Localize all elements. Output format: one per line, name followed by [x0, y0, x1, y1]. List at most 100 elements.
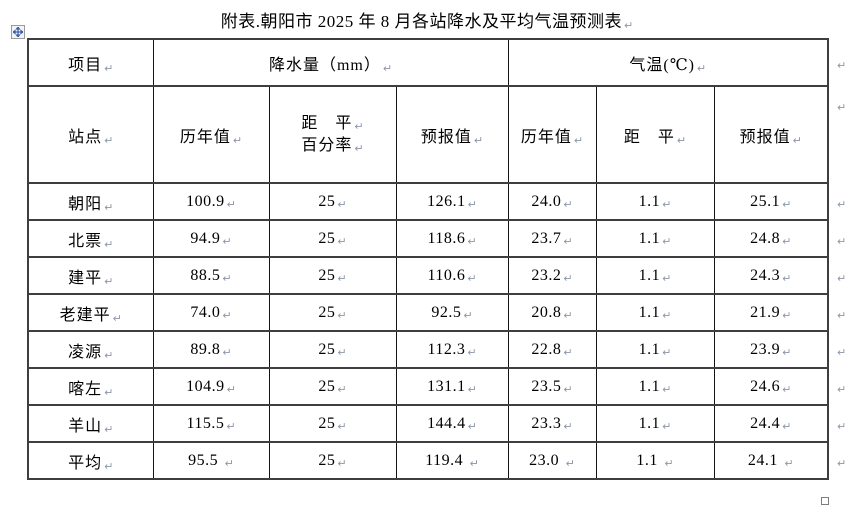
temp-forecast-cell[interactable]: 24.3 ↵: [713, 256, 829, 295]
precip-forecast-cell[interactable]: 126.1 ↵: [395, 182, 509, 221]
precip-hist-cell[interactable]: 95.5 ↵: [152, 441, 270, 480]
precip-forecast-cell[interactable]: 144.4 ↵: [395, 404, 509, 443]
paragraph-mark-icon: ↵: [104, 274, 114, 288]
precip-hist-cell[interactable]: 94.9 ↵: [152, 219, 270, 258]
temp-anomaly-cell[interactable]: 1.1 ↵: [595, 441, 715, 480]
precip-forecast-cell[interactable]: 92.5 ↵: [395, 293, 509, 332]
precip-forecast-header-cell[interactable]: 预报值 ↵: [395, 85, 509, 184]
cell-text: 25: [318, 377, 336, 395]
temp-hist-cell[interactable]: 23.5 ↵: [507, 367, 597, 406]
header-text: 距 平: [301, 114, 353, 132]
table-move-handle[interactable]: [11, 25, 25, 39]
temp-forecast-header-cell[interactable]: 预报值 ↵: [713, 85, 829, 184]
station-cell[interactable]: 凌源 ↵: [27, 330, 154, 369]
anomaly-pct-cell[interactable]: 25 ↵: [268, 256, 397, 295]
station-header-cell[interactable]: 站点 ↵: [27, 85, 154, 184]
temp-forecast-cell[interactable]: 23.9 ↵: [713, 330, 829, 369]
temp-anomaly-cell[interactable]: 1.1 ↵: [595, 219, 715, 258]
paragraph-mark-icon: ↵: [837, 382, 847, 396]
temp-anomaly-cell[interactable]: 1.1 ↵: [595, 404, 715, 443]
temp-hist-cell[interactable]: 20.8 ↵: [507, 293, 597, 332]
paragraph-mark-icon: ↵: [467, 234, 477, 248]
paragraph-mark-icon: ↵: [467, 382, 477, 396]
temp-hist-header-cell[interactable]: 历年值 ↵: [507, 85, 597, 184]
station-cell[interactable]: 羊山 ↵: [27, 404, 154, 443]
temp-forecast-cell[interactable]: 24.1 ↵: [713, 441, 829, 480]
row-end-mark: ↵: [828, 442, 858, 479]
temp-hist-cell[interactable]: 24.0 ↵: [507, 182, 597, 221]
anomaly-pct-header-cell[interactable]: 距 平 ↵ 百分率 ↵: [268, 85, 397, 184]
temp-hist-cell[interactable]: 23.0 ↵: [507, 441, 597, 480]
temp-forecast-cell[interactable]: 24.8 ↵: [713, 219, 829, 258]
temp-forecast-cell[interactable]: 24.4 ↵: [713, 404, 829, 443]
temp-hist-cell[interactable]: 23.2 ↵: [507, 256, 597, 295]
paragraph-mark-icon: ↵: [222, 234, 232, 248]
precip-forecast-cell[interactable]: 119.4 ↵: [395, 441, 509, 480]
header-row-groups: 项目 ↵ 降水量（mm） ↵ 气温(℃) ↵ ↵: [27, 38, 858, 87]
paragraph-mark-icon: ↵: [563, 271, 573, 285]
paragraph-mark-icon: ↵: [337, 308, 347, 322]
station-cell[interactable]: 平均 ↵: [27, 441, 154, 480]
anomaly-pct-cell[interactable]: 25 ↵: [268, 441, 397, 480]
paragraph-mark-icon: ↵: [337, 345, 347, 359]
paragraph-mark-icon: ↵: [224, 456, 234, 470]
temp-forecast-cell[interactable]: 25.1 ↵: [713, 182, 829, 221]
precip-hist-cell[interactable]: 100.9 ↵: [152, 182, 270, 221]
temp-anomaly-cell[interactable]: 1.1 ↵: [595, 293, 715, 332]
precip-hist-cell[interactable]: 89.8 ↵: [152, 330, 270, 369]
paragraph-mark-icon: ↵: [837, 101, 847, 114]
item-header-cell[interactable]: 项目 ↵: [27, 38, 154, 87]
precip-hist-cell[interactable]: 88.5 ↵: [152, 256, 270, 295]
temp-anomaly-cell[interactable]: 1.1 ↵: [595, 182, 715, 221]
table-resize-handle[interactable]: [821, 497, 829, 505]
precip-hist-header-cell[interactable]: 历年值 ↵: [152, 85, 270, 184]
cell-text: 92.5: [431, 303, 462, 321]
paragraph-mark-icon: ↵: [624, 19, 634, 32]
station-cell[interactable]: 建平 ↵: [27, 256, 154, 295]
anomaly-pct-cell[interactable]: 25 ↵: [268, 330, 397, 369]
paragraph-mark-icon: ↵: [222, 271, 232, 285]
paragraph-mark-icon: ↵: [337, 382, 347, 396]
header-text: 距 平: [623, 128, 675, 146]
cell-text: 1.1: [638, 414, 661, 432]
precip-forecast-cell[interactable]: 110.6 ↵: [395, 256, 509, 295]
precip-forecast-cell[interactable]: 112.3 ↵: [395, 330, 509, 369]
precip-hist-cell[interactable]: 74.0 ↵: [152, 293, 270, 332]
row-end-mark: ↵: [828, 39, 858, 86]
cell-text: 118.6: [427, 229, 466, 247]
paragraph-mark-icon: ↵: [837, 419, 847, 433]
station-cell[interactable]: 北票 ↵: [27, 219, 154, 258]
temp-group-header-cell[interactable]: 气温(℃) ↵: [507, 38, 829, 87]
cell-text: 112.3: [427, 340, 466, 358]
anomaly-pct-cell[interactable]: 25 ↵: [268, 367, 397, 406]
cell-text: 1.1: [638, 303, 661, 321]
temp-anomaly-cell[interactable]: 1.1 ↵: [595, 367, 715, 406]
paragraph-mark-icon: ↵: [337, 456, 347, 470]
temp-hist-cell[interactable]: 23.7 ↵: [507, 219, 597, 258]
table-row: 羊山 ↵ 115.5 ↵ 25 ↵ 144.4 ↵ 23.3 ↵ 1.1 ↵ 24.4 ↵ ↵: [27, 404, 858, 443]
anomaly-pct-cell[interactable]: 25 ↵: [268, 404, 397, 443]
station-cell[interactable]: 喀左 ↵: [27, 367, 154, 406]
temp-hist-cell[interactable]: 22.8 ↵: [507, 330, 597, 369]
anomaly-pct-cell[interactable]: 25 ↵: [268, 293, 397, 332]
precip-hist-cell[interactable]: 104.9 ↵: [152, 367, 270, 406]
temp-forecast-cell[interactable]: 21.9 ↵: [713, 293, 829, 332]
station-cell[interactable]: 朝阳 ↵: [27, 182, 154, 221]
precip-forecast-cell[interactable]: 131.1 ↵: [395, 367, 509, 406]
precip-hist-cell[interactable]: 115.5 ↵: [152, 404, 270, 443]
paragraph-mark-icon: ↵: [792, 133, 802, 147]
temp-hist-cell[interactable]: 23.3 ↵: [507, 404, 597, 443]
temp-anomaly-cell[interactable]: 1.1 ↵: [595, 330, 715, 369]
precip-group-header-cell[interactable]: 降水量（mm） ↵: [152, 38, 509, 87]
station-cell[interactable]: 老建平 ↵: [27, 293, 154, 332]
paragraph-mark-icon: ↵: [662, 271, 672, 285]
precip-forecast-cell[interactable]: 118.6 ↵: [395, 219, 509, 258]
temp-anomaly-cell[interactable]: 1.1 ↵: [595, 256, 715, 295]
anomaly-pct-cell[interactable]: 25 ↵: [268, 182, 397, 221]
cell-text: 凌源: [68, 343, 103, 361]
cell-text: 20.8: [531, 303, 562, 321]
temp-anomaly-header-cell[interactable]: 距 平 ↵: [595, 85, 715, 184]
temp-forecast-cell[interactable]: 24.6 ↵: [713, 367, 829, 406]
anomaly-pct-cell[interactable]: 25 ↵: [268, 219, 397, 258]
table-caption[interactable]: 附表.朝阳市 2025 年 8 月各站降水及平均气温预测表 ↵: [0, 7, 854, 32]
